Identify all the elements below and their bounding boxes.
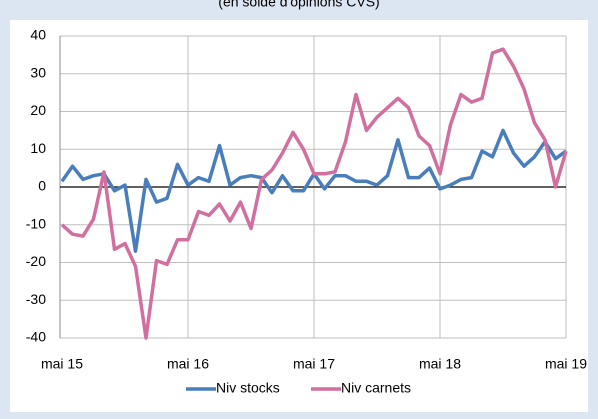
plot-panel (10, 20, 588, 412)
x-tick-label: mai 18 (419, 356, 461, 372)
x-tick-label: mai 16 (167, 356, 209, 372)
y-tick-label: -20 (26, 253, 46, 269)
y-tick-label: -10 (26, 215, 46, 231)
chart-subtitle: (en solde d'opinions CVS) (218, 0, 379, 10)
y-tick-label: 10 (30, 140, 46, 156)
y-tick-label: 0 (38, 178, 46, 194)
y-tick-label: -40 (26, 329, 46, 345)
y-tick-label: 30 (30, 64, 46, 80)
series-line (60, 47, 568, 340)
x-tick-label: mai 19 (545, 356, 587, 372)
x-tick-label: mai 17 (293, 356, 335, 372)
x-tick-label: mai 15 (41, 356, 83, 372)
y-tick-label: 20 (30, 102, 46, 118)
legend-label: Niv carnets (341, 380, 411, 396)
legend-label: Niv stocks (216, 380, 280, 396)
y-tick-label: 40 (30, 27, 46, 43)
y-tick-label: -30 (26, 291, 46, 307)
